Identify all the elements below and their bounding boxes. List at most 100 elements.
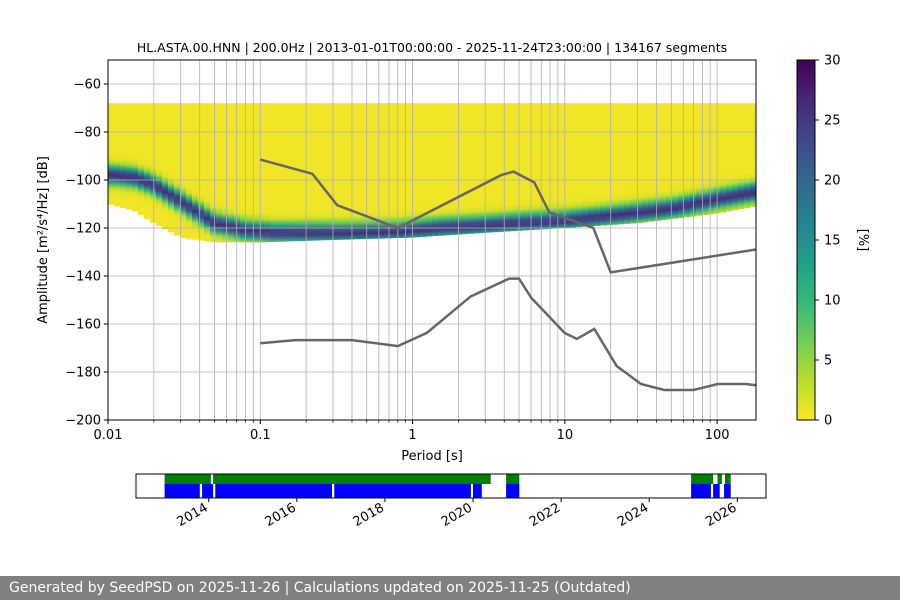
availability-segment-green [506,474,520,484]
heatmap-column [108,103,115,205]
x-tick-label: 0.1 [250,428,271,443]
heatmap-column [180,103,187,238]
x-tick-label: 10 [557,428,574,443]
y-tick-label: −100 [65,174,101,189]
heatmap-column [480,103,487,233]
x-axis-ticks: 0.01 0.1 1 10 100 [94,420,730,443]
y-axis-label: Amplitude [m²/s⁴/Hz] [dB] [36,156,51,324]
colorbar-tick-label: 10 [824,294,841,309]
heatmap-column [438,103,445,236]
heatmap-column [708,103,715,215]
heatmap-column [732,103,739,211]
heatmap-column [336,103,343,240]
heatmap-column [384,103,391,239]
heatmap-column [396,103,403,239]
heatmap-column [138,103,145,216]
heatmap-column [564,103,571,228]
availability-segment-green [213,474,491,484]
heatmap-column [522,103,529,231]
heatmap-column [696,103,703,216]
availability-segment-blue [215,484,332,498]
availability-segment-blue [164,484,200,498]
heatmap-column [672,103,679,219]
colorbar-tick-label: 20 [824,174,841,189]
heatmap-column [426,103,433,237]
heatmap-column [726,103,733,212]
heatmap-column [504,103,511,232]
noise-models [259,158,756,392]
heatmap-column [606,103,613,226]
heatmap-column [360,103,367,240]
heatmap-column [144,103,151,219]
heatmap-column [444,103,451,236]
heatmap-column [570,103,577,228]
heatmap-column [702,103,709,216]
colorbar-tick-label: 15 [824,234,841,249]
availability-segment-blue [334,484,471,498]
heatmap-column [600,103,607,226]
heatmap-column [342,103,349,240]
heatmap-column [192,103,199,240]
colorbar-tick-label: 30 [824,54,841,69]
year-tick-label: 2024 [615,500,651,530]
availability-segment-green [691,474,714,484]
heatmap-column [126,103,133,210]
nlnm-line [260,277,756,392]
heatmap-column [420,103,427,237]
y-tick-label: −200 [65,414,101,429]
colorbar-tick-label: 0 [824,414,832,429]
heatmap-column [648,103,655,222]
heatmap-column [456,103,463,235]
heatmap-column [234,103,241,243]
y-tick-label: −80 [74,126,101,141]
heatmap-column [576,103,583,228]
heatmap-column [738,103,745,210]
heatmap-column [720,103,727,213]
heatmap-column [366,103,373,239]
availability-plot: 2014 2016 2018 2020 2022 2024 2026 [135,473,767,530]
heatmap-column [186,103,193,239]
y-tick-label: −140 [65,270,101,285]
colorbar-label: [%] [855,229,870,252]
availability-segment-blue [473,484,482,498]
availability-segment-blue [506,484,520,498]
heatmap-column [684,103,691,218]
heatmap-column [534,103,541,230]
heatmap-column [654,103,661,221]
heatmap-column [450,103,457,235]
heatmap-column [390,103,397,239]
y-tick-label: −160 [65,318,101,333]
heatmap-column [312,103,319,241]
availability-segment-blue [691,484,711,498]
heatmap-column [348,103,355,240]
heatmap-column [588,103,595,227]
heatmap-column [498,103,505,232]
heatmap-column [228,103,235,243]
heatmap-column [486,103,493,233]
colorbar-ticks: 0 5 10 15 20 25 30 [815,54,841,429]
heatmap-column [294,103,301,242]
heatmap-column [198,103,205,241]
heatmap-column [582,103,589,227]
heatmap-column [618,103,625,225]
availability-segment-green [725,474,731,484]
heatmap-column [744,103,751,209]
heatmap-column [474,103,481,234]
x-tick-label: 100 [705,428,730,443]
availability-bars [164,474,731,498]
heatmap-column [372,103,379,239]
heatmap-column [642,103,649,223]
availability-segment-green [164,474,211,484]
colorbar-tick-label: 25 [824,114,841,129]
heatmap-column [408,103,415,238]
y-axis-ticks: −200 −180 −160 −140 −120 −100 −80 −60 [65,78,108,429]
heatmap-column [276,103,283,242]
heatmap-column [270,103,277,242]
availability-segment-blue [713,484,720,498]
x-tick-label: 1 [408,428,416,443]
heatmap-column [288,103,295,242]
availability-segment-green [717,474,722,484]
year-tick-label: 2016 [263,500,299,530]
heatmap-column [162,103,169,230]
heatmap-column [210,103,217,243]
